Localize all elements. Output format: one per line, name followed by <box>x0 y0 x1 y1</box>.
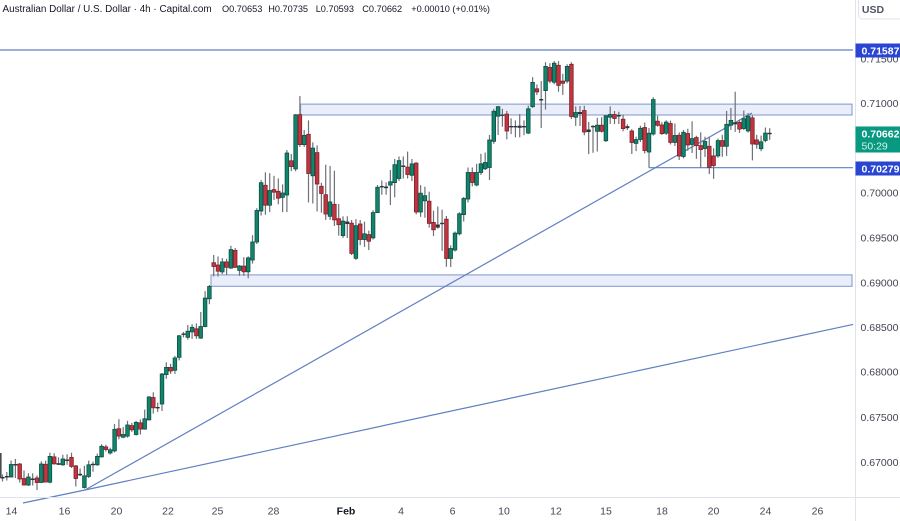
svg-text:22: 22 <box>162 506 174 518</box>
svg-text:0.68000: 0.68000 <box>861 367 899 379</box>
svg-text:USD: USD <box>862 4 885 16</box>
svg-text:50:29: 50:29 <box>862 141 888 153</box>
svg-text:14: 14 <box>6 506 18 518</box>
svg-text:6: 6 <box>450 506 456 518</box>
svg-text:20: 20 <box>111 506 123 518</box>
svg-text:Feb: Feb <box>337 506 356 518</box>
svg-text:16: 16 <box>59 506 71 518</box>
svg-text:10: 10 <box>498 506 510 518</box>
svg-text:0.67000: 0.67000 <box>861 457 899 469</box>
svg-text:0.69500: 0.69500 <box>861 233 899 245</box>
svg-text:0.70000: 0.70000 <box>861 188 899 200</box>
svg-text:0.70662: 0.70662 <box>862 129 900 141</box>
svg-text:0.70279: 0.70279 <box>862 164 900 176</box>
svg-text:0.67500: 0.67500 <box>861 412 899 424</box>
svg-text:0.69000: 0.69000 <box>861 278 899 290</box>
svg-text:28: 28 <box>268 506 280 518</box>
svg-text:15: 15 <box>600 506 612 518</box>
svg-text:0.68500: 0.68500 <box>861 322 899 334</box>
svg-text:18: 18 <box>656 506 668 518</box>
svg-text:0.71000: 0.71000 <box>861 98 899 110</box>
svg-text:0.71500: 0.71500 <box>861 54 899 66</box>
svg-text:26: 26 <box>812 506 824 518</box>
svg-text:20: 20 <box>708 506 720 518</box>
svg-text:25: 25 <box>212 506 224 518</box>
svg-text:0.71587: 0.71587 <box>862 46 900 58</box>
svg-text:Australian Dollar / U.S. Dolla: Australian Dollar / U.S. Dollar · 4h · C… <box>3 4 490 15</box>
svg-text:12: 12 <box>550 506 562 518</box>
svg-text:4: 4 <box>398 506 404 518</box>
svg-text:24: 24 <box>760 506 772 518</box>
